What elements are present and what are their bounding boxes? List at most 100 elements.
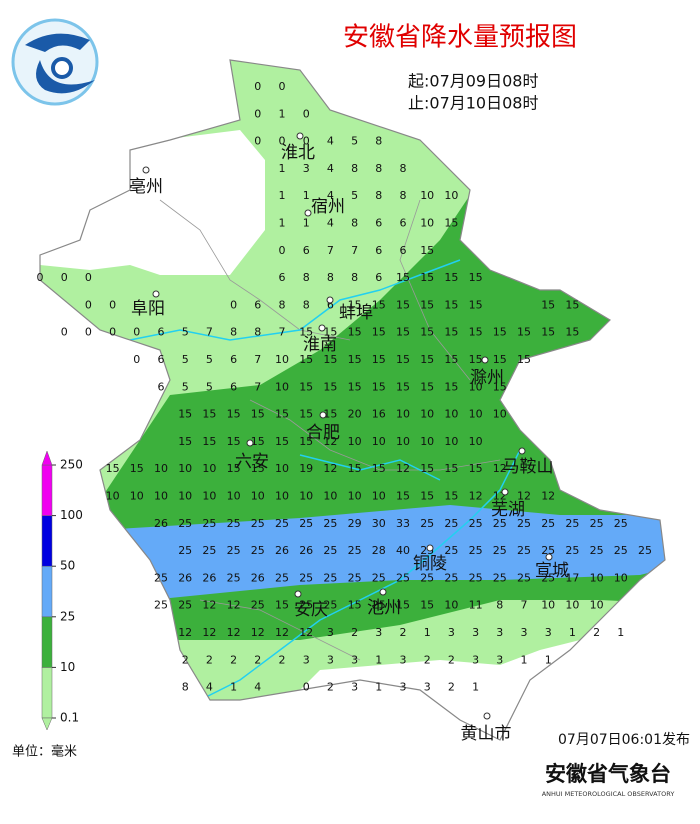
grid-value: 15 <box>178 435 192 448</box>
city-label: 六安 <box>235 452 269 472</box>
grid-value: 10 <box>178 490 192 503</box>
grid-value: 25 <box>178 599 192 612</box>
grid-value: 1 <box>279 162 286 175</box>
grid-value: 25 <box>251 599 265 612</box>
grid-value: 5 <box>206 353 213 366</box>
grid-value: 0 <box>37 271 44 284</box>
grid-value: 2 <box>424 653 431 666</box>
grid-value: 15 <box>493 353 507 366</box>
grid-value: 2 <box>254 653 261 666</box>
grid-value: 15 <box>444 271 458 284</box>
grid-value: 0 <box>133 326 140 339</box>
grid-value: 17 <box>565 571 579 584</box>
grid-value: 0 <box>230 298 237 311</box>
grid-value: 6 <box>158 380 165 393</box>
grid-value: 10 <box>348 435 362 448</box>
grid-value: 15 <box>275 599 289 612</box>
grid-value: 25 <box>541 544 555 557</box>
grid-value: 25 <box>493 517 507 530</box>
grid-value: 25 <box>444 544 458 557</box>
grid-value: 25 <box>178 544 192 557</box>
grid-value: 12 <box>227 626 241 639</box>
grid-value: 0 <box>85 326 92 339</box>
grid-value: 25 <box>251 517 265 530</box>
grid-value: 15 <box>420 462 434 475</box>
grid-value: 3 <box>472 626 479 639</box>
grid-value: 8 <box>303 298 310 311</box>
grid-value: 25 <box>202 544 216 557</box>
grid-value: 2 <box>230 653 237 666</box>
grid-value: 15 <box>251 435 265 448</box>
grid-value: 15 <box>396 271 410 284</box>
grid-value: 25 <box>614 544 628 557</box>
grid-value: 6 <box>375 244 382 257</box>
grid-value: 10 <box>590 571 604 584</box>
grid-value: 0 <box>61 271 68 284</box>
grid-value: 10 <box>372 490 386 503</box>
grid-value: 25 <box>323 517 337 530</box>
grid-value: 3 <box>448 626 455 639</box>
grid-value: 0 <box>85 271 92 284</box>
grid-value: 10 <box>396 408 410 421</box>
grid-value: 15 <box>348 380 362 393</box>
grid-value: 25 <box>444 571 458 584</box>
grid-value: 30 <box>372 517 386 530</box>
grid-value: 6 <box>375 217 382 230</box>
grid-value: 0 <box>303 681 310 694</box>
grid-value: 25 <box>469 571 483 584</box>
city-label: 马鞍山 <box>503 457 554 477</box>
grid-value: 8 <box>230 326 237 339</box>
grid-value: 7 <box>521 599 528 612</box>
grid-value: 10 <box>469 380 483 393</box>
grid-value: 10 <box>154 462 168 475</box>
grid-value: 10 <box>493 408 507 421</box>
grid-value: 2 <box>448 653 455 666</box>
grid-value: 15 <box>251 408 265 421</box>
grid-value: 15 <box>469 298 483 311</box>
grid-value: 12 <box>299 626 313 639</box>
grid-value: 1 <box>569 626 576 639</box>
city-dot <box>304 209 312 217</box>
grid-value: 12 <box>323 435 337 448</box>
grid-value: 15 <box>348 462 362 475</box>
grid-value: 10 <box>444 599 458 612</box>
start-time: 起:07月09日08时 <box>408 72 538 91</box>
city-label: 淮南 <box>303 335 337 355</box>
grid-value: 15 <box>420 353 434 366</box>
grid-value: 26 <box>275 544 289 557</box>
grid-value: 0 <box>279 135 286 148</box>
grid-value: 15 <box>106 462 120 475</box>
grid-value: 15 <box>299 435 313 448</box>
grid-value: 3 <box>327 626 334 639</box>
grid-value: 25 <box>469 517 483 530</box>
grid-value: 25 <box>227 571 241 584</box>
grid-value: 25 <box>275 517 289 530</box>
grid-value: 12 <box>493 462 507 475</box>
logo <box>11 18 99 106</box>
grid-value: 7 <box>327 244 334 257</box>
grid-value: 1 <box>303 189 310 202</box>
grid-value: 10 <box>275 353 289 366</box>
grid-value: 6 <box>158 326 165 339</box>
grid-value: 15 <box>372 353 386 366</box>
grid-value: 3 <box>327 653 334 666</box>
grid-value: 4 <box>327 217 334 230</box>
grid-value: 28 <box>372 544 386 557</box>
grid-value: 10 <box>420 435 434 448</box>
grid-value: 0 <box>254 135 261 148</box>
grid-value: 15 <box>227 408 241 421</box>
grid-value: 1 <box>472 681 479 694</box>
grid-value: 15 <box>130 462 144 475</box>
grid-value: 1 <box>521 653 528 666</box>
grid-value: 25 <box>348 571 362 584</box>
grid-value: 25 <box>299 517 313 530</box>
grid-value: 3 <box>545 626 552 639</box>
grid-value: 10 <box>299 490 313 503</box>
grid-value: 25 <box>154 599 168 612</box>
grid-value: 15 <box>178 408 192 421</box>
grid-value: 2 <box>351 626 358 639</box>
grid-value: 15 <box>396 353 410 366</box>
grid-value: 15 <box>251 462 265 475</box>
province-border <box>39 59 666 741</box>
